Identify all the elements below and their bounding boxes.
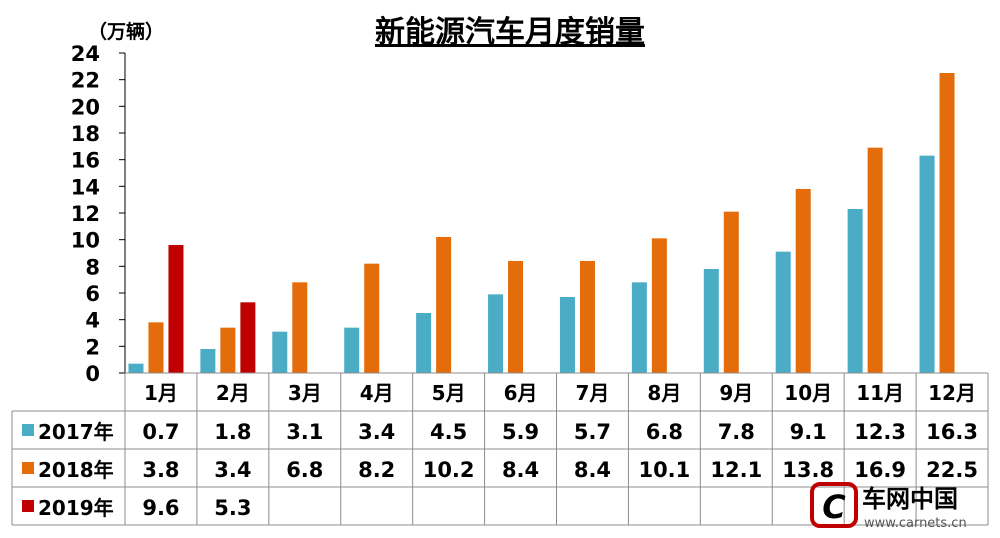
- bar: [128, 363, 144, 373]
- y-tick-label: 16: [71, 149, 100, 173]
- y-tick-label: 6: [85, 282, 100, 306]
- chart-title: 新能源汽车月度销量: [375, 15, 645, 50]
- y-tick-label: 22: [71, 69, 100, 93]
- data-label: 6.8: [646, 420, 683, 444]
- data-label: 4.5: [430, 420, 467, 444]
- y-tick-label: 18: [71, 122, 100, 146]
- legend-swatch: [22, 424, 34, 436]
- bar: [148, 322, 164, 373]
- bar: [795, 189, 811, 373]
- y-tick-label: 8: [85, 255, 100, 279]
- data-label: 3.4: [214, 458, 251, 482]
- watermark-brand: 车网中国: [862, 485, 958, 513]
- bar: [847, 209, 863, 373]
- bar: [344, 327, 360, 373]
- bars: [128, 73, 955, 373]
- bar: [364, 263, 380, 373]
- bar: [867, 147, 883, 373]
- legend-label: 2017年: [38, 420, 114, 444]
- data-label: 5.3: [214, 496, 251, 520]
- data-label: 9.6: [142, 496, 179, 520]
- bar: [919, 155, 935, 373]
- y-tick-label: 10: [71, 229, 100, 253]
- category-label: 4月: [360, 381, 394, 405]
- category-label: 6月: [504, 381, 538, 405]
- bar: [240, 302, 256, 373]
- legend-swatch: [22, 500, 34, 512]
- y-tick-label: 24: [71, 42, 100, 66]
- bar: [436, 237, 452, 373]
- bar: [775, 251, 791, 373]
- bar: [220, 327, 236, 373]
- data-label: 3.8: [142, 458, 179, 482]
- logo-frame: [810, 482, 858, 528]
- bar: [559, 297, 575, 373]
- bar: [631, 282, 647, 373]
- data-label: 3.1: [286, 420, 323, 444]
- y-tick-label: 2: [85, 335, 100, 359]
- category-label: 2月: [216, 381, 250, 405]
- category-label: 1月: [144, 381, 178, 405]
- bar: [723, 211, 739, 373]
- bar: [168, 245, 184, 373]
- y-tick-label: 20: [71, 95, 100, 119]
- data-label: 22.5: [926, 458, 978, 482]
- bar: [651, 238, 667, 373]
- data-label: 9.1: [790, 420, 827, 444]
- data-label: 1.8: [214, 420, 251, 444]
- data-label: 10.2: [423, 458, 475, 482]
- bar: [200, 349, 216, 373]
- unit-label: （万辆）: [88, 20, 164, 43]
- bar: [416, 313, 432, 373]
- data-label: 12.3: [854, 420, 906, 444]
- bar: [579, 261, 595, 373]
- bar: [292, 282, 308, 373]
- data-label: 7.8: [718, 420, 755, 444]
- watermark-url: www.carnets.cn: [864, 516, 967, 531]
- bar: [272, 331, 288, 373]
- carnets-logo: C: [810, 482, 858, 528]
- data-label: 10.1: [638, 458, 690, 482]
- data-label: 8.4: [574, 458, 611, 482]
- data-label: 8.2: [358, 458, 395, 482]
- y-tick-label: 0: [85, 362, 100, 386]
- data-label: 5.7: [574, 420, 611, 444]
- y-tick-label: 12: [71, 202, 100, 226]
- data-label: 3.4: [358, 420, 395, 444]
- data-label: 0.7: [142, 420, 179, 444]
- category-label: 5月: [432, 381, 466, 405]
- data-label: 5.9: [502, 420, 539, 444]
- category-label: 10月: [784, 381, 832, 405]
- category-label: 11月: [856, 381, 904, 405]
- watermark: C 车网中国 www.carnets.cn: [810, 482, 967, 531]
- category-label: 7月: [575, 381, 609, 405]
- category-label: 9月: [719, 381, 753, 405]
- data-label: 12.1: [710, 458, 762, 482]
- logo-mark: C: [822, 488, 846, 526]
- data-label: 16.9: [854, 458, 906, 482]
- category-label: 3月: [288, 381, 322, 405]
- bar: [703, 269, 719, 373]
- data-label: 13.8: [782, 458, 834, 482]
- bar: [488, 294, 504, 373]
- category-label: 8月: [647, 381, 681, 405]
- data-table: 1月 2月 3月 4月 5月 6月 7月 8月 9月 10月 11月 12月 2017年 0.7 1.8 3.…: [11, 372, 989, 526]
- bar: [939, 73, 955, 373]
- data-label: 16.3: [926, 420, 978, 444]
- data-label: 8.4: [502, 458, 539, 482]
- y-tick-label: 4: [85, 309, 100, 333]
- y-tick-label: 14: [71, 175, 100, 199]
- bar: [508, 261, 524, 373]
- legend-label: 2018年: [38, 458, 114, 482]
- legend-label: 2019年: [38, 496, 114, 520]
- legend-swatch: [22, 462, 34, 474]
- data-label: 6.8: [286, 458, 323, 482]
- category-label: 12月: [928, 381, 976, 405]
